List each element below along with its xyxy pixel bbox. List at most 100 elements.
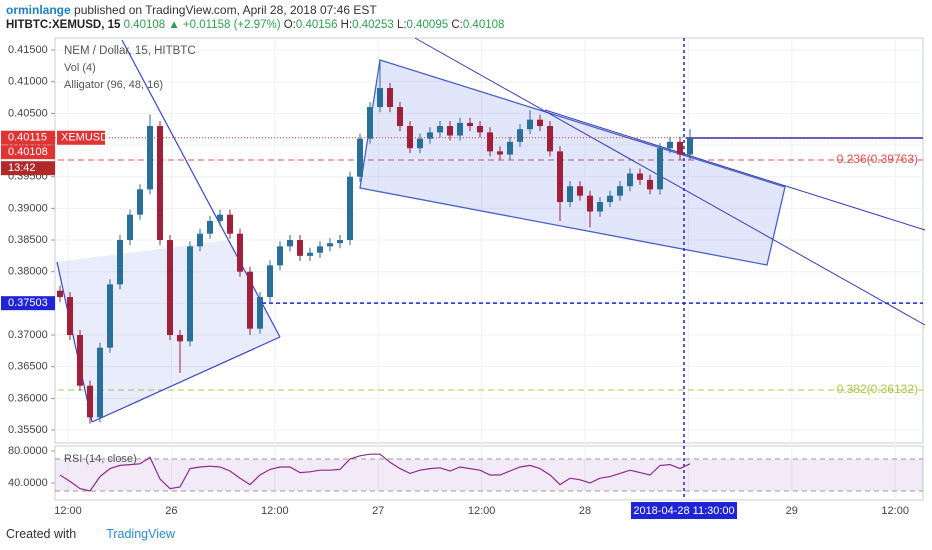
price-badge-label: 0.40115 xyxy=(8,132,47,144)
candle-body xyxy=(287,240,293,247)
candle-body xyxy=(417,138,423,149)
candle-body xyxy=(327,243,333,247)
candle-body xyxy=(687,138,693,155)
candle-body xyxy=(567,186,573,203)
candle-body xyxy=(437,126,443,133)
brand[interactable]: TradingView xyxy=(106,527,175,541)
indicator-label: Vol (4) xyxy=(64,62,96,74)
candle-body xyxy=(647,179,653,190)
candle-body xyxy=(167,240,173,336)
price-badge xyxy=(1,130,55,145)
candle-body xyxy=(627,173,633,187)
y-tick-label: 0.37000 xyxy=(8,329,48,341)
candle-body xyxy=(337,240,343,244)
y-tick-label: 0.41000 xyxy=(8,76,48,88)
candle-body xyxy=(267,265,273,298)
candle-body xyxy=(537,119,543,127)
y-tick-label: 0.36500 xyxy=(8,361,48,373)
candle-body xyxy=(517,129,523,142)
ohlc-label: C: xyxy=(451,19,463,31)
candle-body xyxy=(317,246,323,253)
author[interactable]: orminlange xyxy=(6,3,71,17)
price-badge-label: 0.40108 xyxy=(8,146,48,158)
candle-body xyxy=(87,385,93,418)
symbol-badge xyxy=(57,130,105,145)
candle-body xyxy=(157,126,163,241)
candle-body xyxy=(397,107,403,127)
ohlc-value: 0.40156 xyxy=(295,19,338,31)
candle-body xyxy=(547,126,553,152)
candle-body xyxy=(467,122,473,127)
change: ▲ +0.01158 (+2.97%) xyxy=(168,19,281,31)
price-badge xyxy=(1,296,55,311)
fib-label: 0.382(0.36132) xyxy=(837,382,918,396)
y-tick-label: 0.35500 xyxy=(8,424,48,436)
candle-body xyxy=(247,271,253,329)
created-with: Created with xyxy=(6,527,77,541)
candle-body xyxy=(507,141,513,155)
candle-body xyxy=(107,284,113,348)
candle-body xyxy=(237,233,243,272)
y-tick-label: 0.38500 xyxy=(8,234,48,246)
ohlc-value: 0.40253 xyxy=(352,19,394,31)
ohlc-label: H: xyxy=(340,19,353,31)
triangle-edge xyxy=(121,39,281,338)
last: 0.40108 xyxy=(123,19,166,31)
candle-body xyxy=(677,141,683,155)
quote-line: HITBTC:XEMUSD, 15 0.40108 ▲ +0.01158 (+2… xyxy=(6,19,504,31)
publish-line: orminlange published on TradingView.com,… xyxy=(6,3,377,17)
candle-body xyxy=(407,126,413,149)
footer: Created with TradingView xyxy=(6,527,175,541)
channel xyxy=(359,59,786,266)
candle-body xyxy=(127,214,133,241)
triangle-edge xyxy=(91,336,281,423)
candle-body xyxy=(197,233,203,247)
x-tick-label: 29 xyxy=(786,505,798,517)
x-tick-label: 12:00 xyxy=(881,505,909,517)
candle-body xyxy=(177,335,183,342)
x-tick-label: 28 xyxy=(579,505,591,517)
indicator-label: Alligator (96, 48, 16) xyxy=(64,79,163,91)
x-tick-label: 27 xyxy=(372,505,384,517)
fib-label: 0.236(0.39763) xyxy=(837,152,918,166)
ohlc: O:0.40156 H:0.40253 L:0.40095 C:0.40108 xyxy=(284,19,505,31)
y-tick-label: 0.40500 xyxy=(8,107,48,119)
candle-body xyxy=(637,173,643,180)
candle-body xyxy=(457,122,463,136)
rsi-title: RSI (14, close) xyxy=(64,453,137,465)
x-tick-label: 12:00 xyxy=(261,505,289,517)
candle-body xyxy=(387,88,393,108)
candle-body xyxy=(117,240,123,285)
candle-body xyxy=(307,252,313,256)
candle-body xyxy=(347,176,353,241)
candle-body xyxy=(557,151,563,203)
triangle-edge xyxy=(56,261,93,423)
y-tick-label: 0.39000 xyxy=(8,202,48,214)
symbol: HITBTC:XEMUSD, 15 xyxy=(6,19,121,31)
ohlc-value: 0.40108 xyxy=(462,19,505,31)
y-tick-label: 0.41500 xyxy=(8,44,48,56)
x-tick-label: 12:00 xyxy=(54,505,82,517)
candle-body xyxy=(597,202,603,212)
candle-body xyxy=(357,138,363,177)
candle-body xyxy=(207,221,213,234)
candle-body xyxy=(657,148,663,190)
candle-body xyxy=(227,214,233,234)
y-tick-label: 0.36000 xyxy=(8,392,48,404)
time-badge xyxy=(1,161,55,176)
candle-body xyxy=(67,297,73,336)
candle-body xyxy=(667,141,673,149)
x-tick-label: 26 xyxy=(165,505,177,517)
candle-body xyxy=(137,189,143,215)
ohlc-label: L: xyxy=(396,19,407,31)
trend-line xyxy=(414,37,926,326)
chart: 0.355000.360000.365000.370000.375000.380… xyxy=(1,37,926,519)
rsi-tick-label: 80.0000 xyxy=(8,445,48,457)
symbol-badge-label: XEMUSD xyxy=(61,132,108,144)
trend-line xyxy=(544,109,926,231)
candle-body xyxy=(527,119,533,130)
candle-body xyxy=(427,132,433,139)
candle-body xyxy=(277,246,283,266)
candle-body xyxy=(577,186,583,196)
candle-body xyxy=(57,290,63,298)
